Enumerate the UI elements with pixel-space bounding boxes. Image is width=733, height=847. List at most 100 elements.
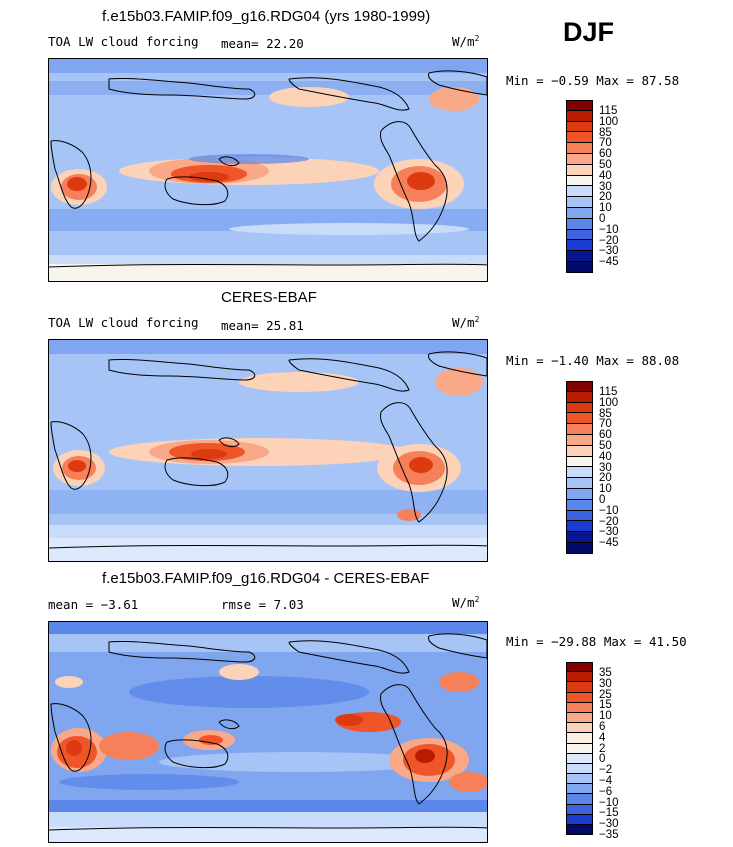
season-label: DJF xyxy=(563,17,615,47)
panel2-colorbar-labels: 115 100 85 70 60 50 40 30 20 10 0 −10 −2… xyxy=(599,386,659,549)
colorbar-tick-label: −10 xyxy=(599,504,619,517)
colorbar-swatch xyxy=(566,186,593,198)
colorbar-tick-label: −2 xyxy=(599,764,613,777)
colorbar-swatch xyxy=(566,743,593,754)
colorbar-tick-label: 40 xyxy=(599,169,612,182)
colorbar-swatch xyxy=(566,391,593,403)
panel3-title: f.e15b03.FAMIP.f09_g16.RDG04 - CERES-EBA… xyxy=(102,570,430,587)
colorbar-tick-label: 60 xyxy=(599,148,612,161)
colorbar-tick-label: −30 xyxy=(599,818,619,831)
colorbar-tick-label: 30 xyxy=(599,677,612,690)
colorbar-swatch xyxy=(566,532,593,543)
colorbar-tick-label: −4 xyxy=(599,774,613,787)
colorbar-swatch xyxy=(566,814,593,825)
colorbar-swatch xyxy=(566,702,593,713)
colorbar-tick-label: 10 xyxy=(599,710,612,723)
colorbar-swatch xyxy=(566,521,593,533)
colorbar-swatch xyxy=(566,110,593,122)
panel3-units-label: W/m2 xyxy=(452,594,480,610)
panel3-difference-map xyxy=(48,621,488,843)
panel2-observation-map xyxy=(48,339,488,562)
colorbar-swatch xyxy=(566,445,593,457)
colorbar-tick-label: −20 xyxy=(599,234,619,247)
colorbar-swatch xyxy=(566,143,593,154)
colorbar-swatch xyxy=(566,488,593,500)
colorbar-swatch xyxy=(566,413,593,425)
panel1-colorbar-labels: 115 100 85 70 60 50 40 30 20 10 0 −10 −2… xyxy=(599,105,659,269)
panel1-colorbar xyxy=(566,100,593,273)
colorbar-swatch xyxy=(566,825,593,836)
colorbar-swatch xyxy=(566,672,593,683)
colorbar-swatch xyxy=(566,218,593,230)
colorbar-swatch xyxy=(566,794,593,805)
colorbar-tick-label: 15 xyxy=(599,699,612,712)
colorbar-swatch xyxy=(566,229,593,241)
colorbar-swatch xyxy=(566,251,593,262)
panel2-title: CERES-EBAF xyxy=(221,289,317,306)
colorbar-swatch xyxy=(566,499,593,511)
colorbar-tick-label: 0 xyxy=(599,212,606,225)
colorbar-tick-label: 115 xyxy=(599,105,618,117)
colorbar-tick-label: 6 xyxy=(599,720,606,733)
colorbar-swatch xyxy=(566,682,593,693)
panel2-mean-label: mean= 25.81 xyxy=(221,318,304,333)
colorbar-tick-label: 50 xyxy=(599,158,612,171)
colorbar-tick-label: 10 xyxy=(599,202,612,215)
panel2-variable-label: TOA LW cloud forcing xyxy=(48,315,199,330)
colorbar-tick-label: 30 xyxy=(599,461,612,474)
colorbar-tick-label: −10 xyxy=(599,223,619,236)
colorbar-swatch xyxy=(566,804,593,815)
colorbar-swatch xyxy=(566,467,593,479)
panel1-units-label: W/m2 xyxy=(452,33,480,49)
panel3-mean-label: mean = −3.61 xyxy=(48,597,139,612)
colorbar-swatch xyxy=(566,207,593,219)
colorbar-swatch xyxy=(566,478,593,489)
colorbar-tick-label: 70 xyxy=(599,418,612,431)
colorbar-tick-label: −15 xyxy=(599,807,619,820)
colorbar-swatch xyxy=(566,381,593,392)
colorbar-tick-label: −20 xyxy=(599,515,619,528)
colorbar-swatch xyxy=(566,712,593,724)
colorbar-tick-label: −6 xyxy=(599,785,613,798)
panel2-colorbar xyxy=(566,381,593,554)
colorbar-swatch xyxy=(566,100,593,111)
colorbar-tick-label: 20 xyxy=(599,472,612,485)
colorbar-swatch xyxy=(566,774,593,785)
colorbar-tick-label: 70 xyxy=(599,137,612,150)
colorbar-swatch xyxy=(566,753,593,764)
colorbar-tick-label: 85 xyxy=(599,407,612,420)
colorbar-swatch xyxy=(566,542,593,554)
panel1-mean-label: mean= 22.20 xyxy=(221,36,304,51)
colorbar-tick-label: −45 xyxy=(599,256,619,269)
colorbar-swatch xyxy=(566,692,593,703)
colorbar-tick-label: 85 xyxy=(599,126,612,139)
colorbar-tick-label: 40 xyxy=(599,450,612,463)
colorbar-swatch xyxy=(566,456,593,468)
panel1-variable-label: TOA LW cloud forcing xyxy=(48,34,199,49)
colorbar-tick-label: 4 xyxy=(599,731,606,744)
colorbar-swatch xyxy=(566,240,593,252)
colorbar-swatch xyxy=(566,784,593,795)
colorbar-tick-label: 2 xyxy=(599,742,606,755)
colorbar-swatch xyxy=(566,197,593,208)
colorbar-swatch xyxy=(566,175,593,187)
colorbar-swatch xyxy=(566,510,593,522)
colorbar-tick-label: −30 xyxy=(599,526,619,539)
colorbar-swatch xyxy=(566,723,593,734)
colorbar-tick-label: 50 xyxy=(599,439,612,452)
panel3-rmse-label: rmse = 7.03 xyxy=(221,597,304,612)
colorbar-swatch xyxy=(566,153,593,165)
colorbar-tick-label: 100 xyxy=(599,115,619,128)
colorbar-tick-label: 115 xyxy=(599,386,618,398)
colorbar-tick-label: 10 xyxy=(599,483,612,496)
colorbar-swatch xyxy=(566,132,593,144)
colorbar-swatch xyxy=(566,164,593,176)
panel3-colorbar xyxy=(566,662,593,836)
colorbar-swatch xyxy=(566,424,593,435)
panel3-colorbar-labels: 35 30 25 15 10 6 4 2 0 −2 −4 −6 −10 −15 … xyxy=(599,667,659,841)
colorbar-swatch xyxy=(566,261,593,273)
panel1-title: f.e15b03.FAMIP.f09_g16.RDG04 (yrs 1980-1… xyxy=(102,8,431,25)
colorbar-tick-label: 35 xyxy=(599,667,612,679)
colorbar-tick-label: −30 xyxy=(599,245,619,258)
colorbar-swatch xyxy=(566,662,593,673)
